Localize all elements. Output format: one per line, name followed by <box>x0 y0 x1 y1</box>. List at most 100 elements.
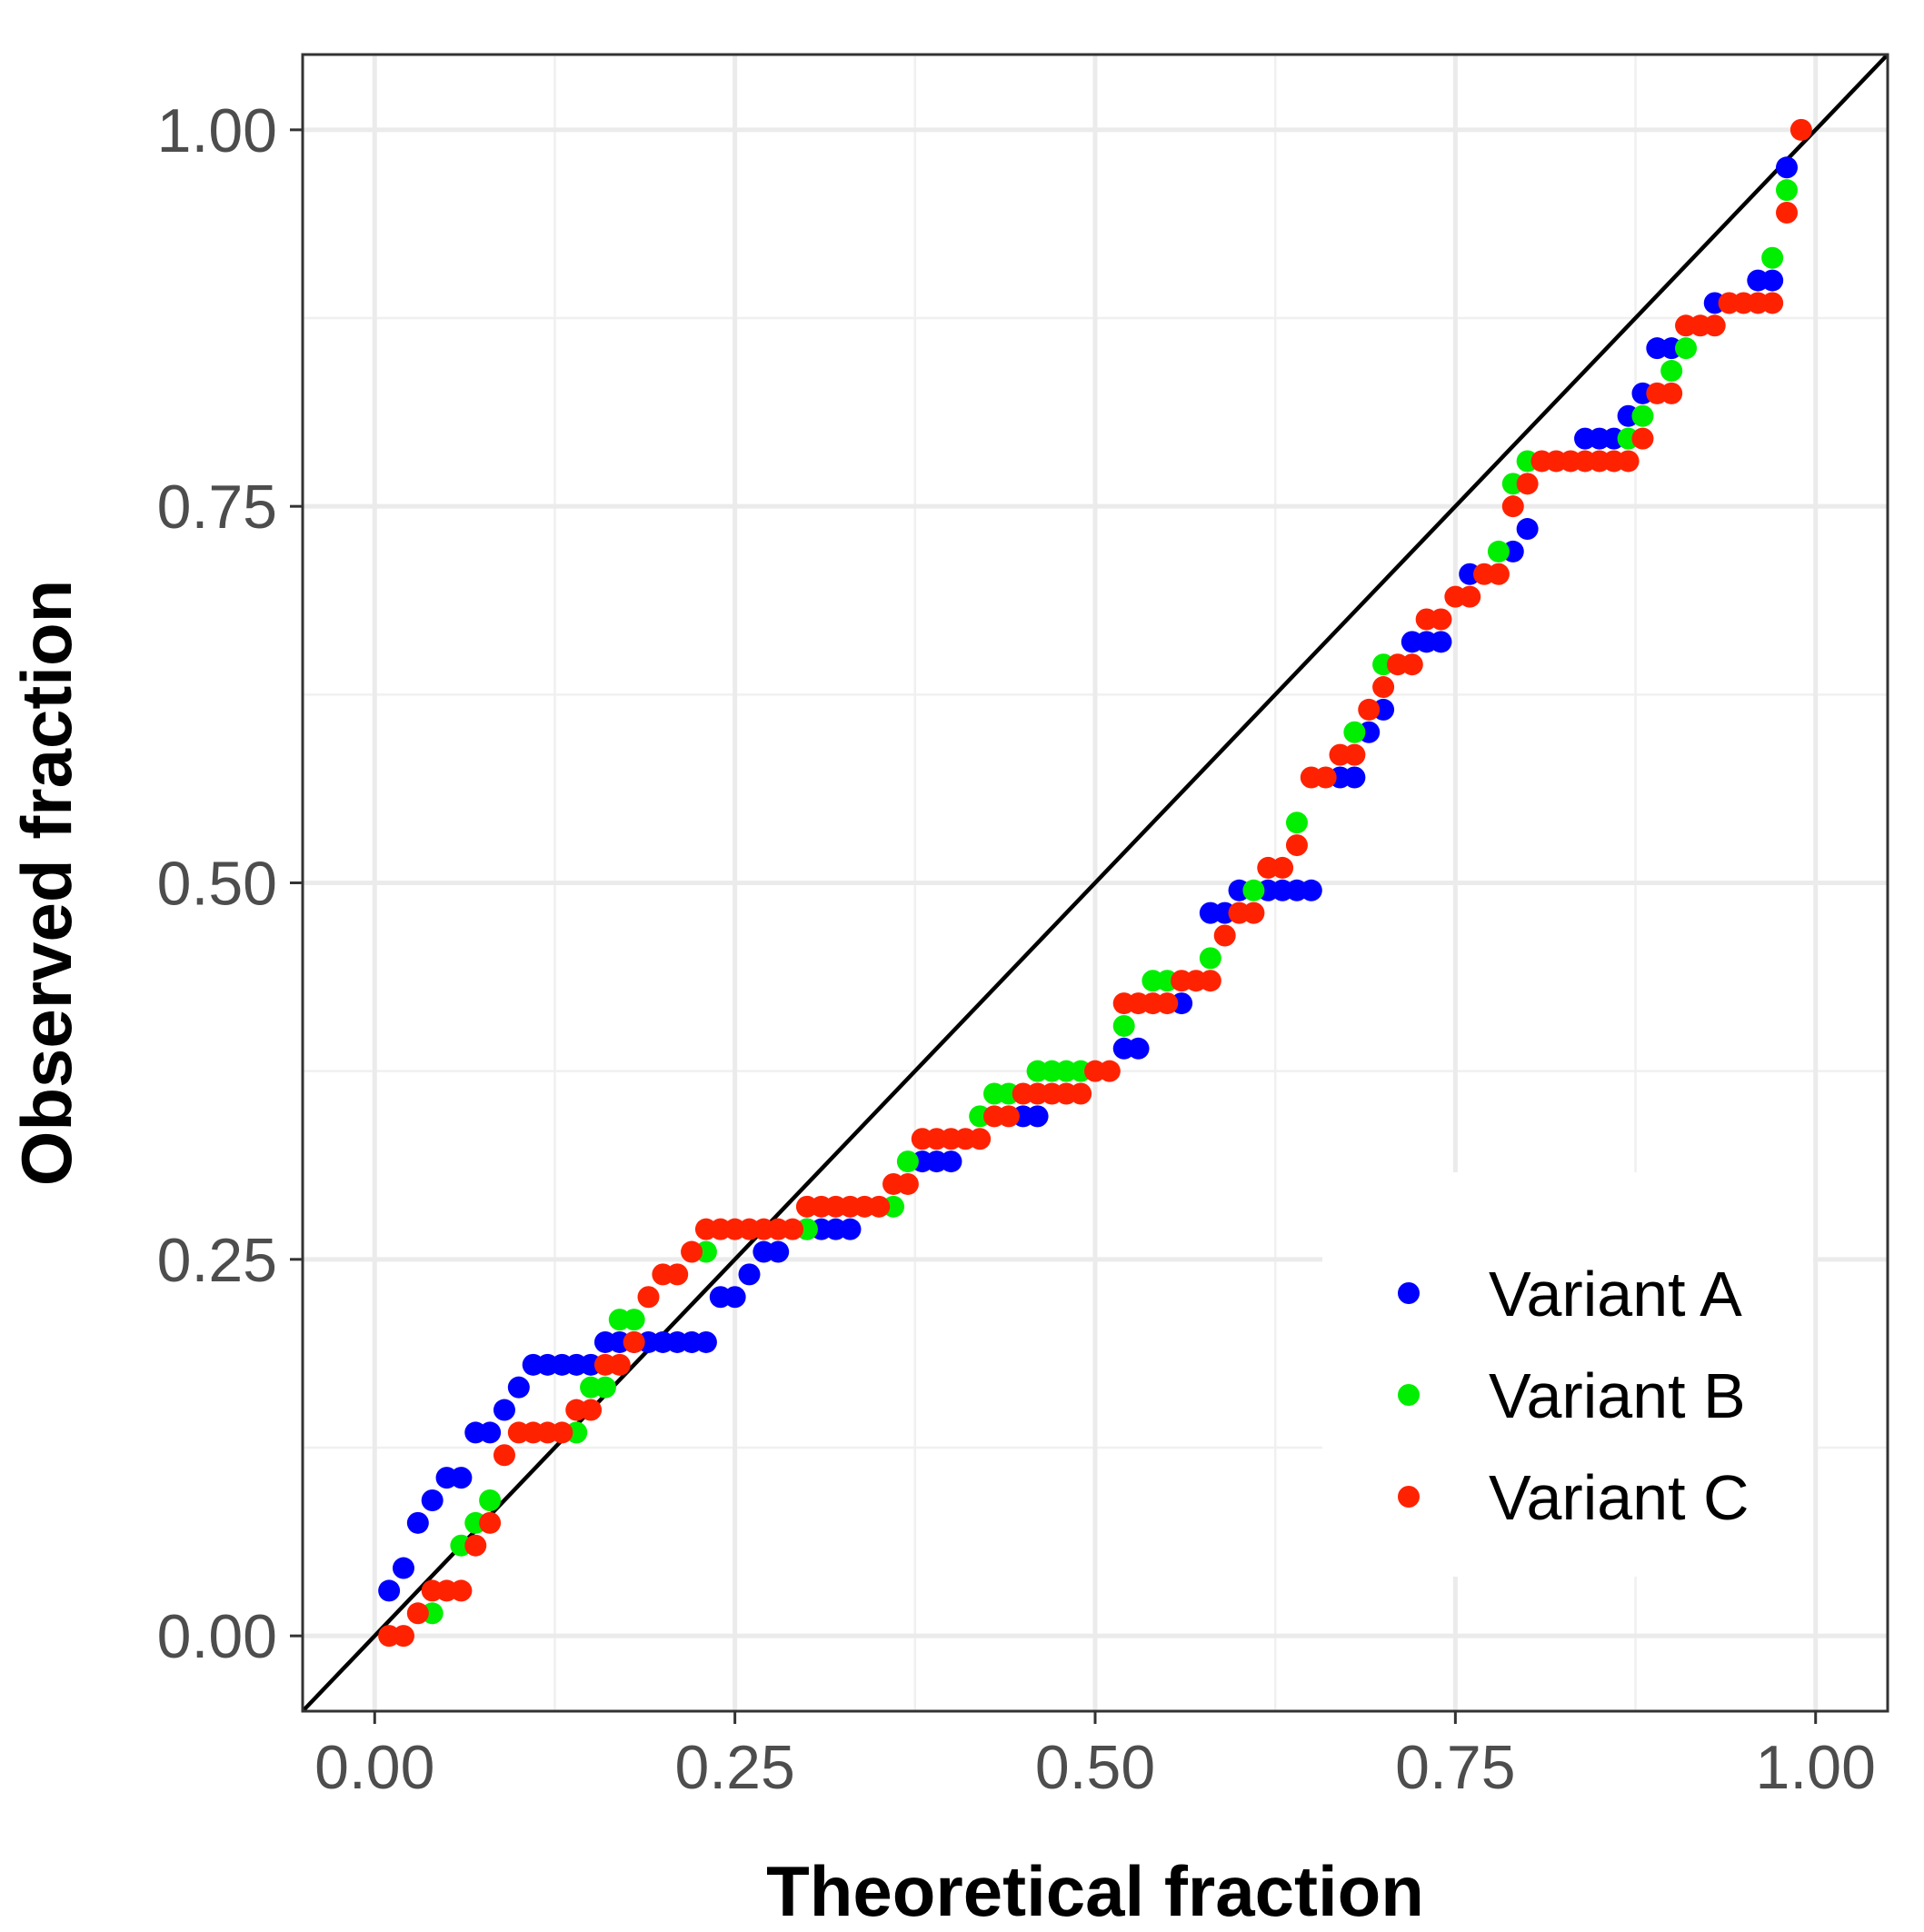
data-point <box>666 1263 689 1286</box>
data-point <box>1242 901 1265 924</box>
data-point <box>1761 292 1784 314</box>
data-point <box>1459 585 1481 608</box>
data-point <box>1675 337 1698 360</box>
data-point <box>940 1150 962 1173</box>
data-point <box>969 1128 992 1150</box>
data-point <box>1430 631 1452 653</box>
data-point <box>493 1444 515 1467</box>
data-point <box>1776 179 1799 202</box>
data-point <box>551 1421 573 1444</box>
data-point <box>623 1309 645 1331</box>
legend-key <box>1398 1282 1420 1304</box>
y-tick-label: 0.00 <box>157 1602 277 1671</box>
data-point <box>406 1602 429 1625</box>
data-point <box>1761 269 1784 292</box>
data-point <box>450 1579 473 1602</box>
data-point <box>694 1330 717 1353</box>
data-point <box>1660 360 1683 383</box>
data-point <box>1372 676 1395 699</box>
data-point <box>1213 924 1236 947</box>
data-point <box>1761 246 1784 269</box>
y-axis-title: Observed fraction <box>6 580 86 1187</box>
data-point <box>1314 766 1337 789</box>
data-point <box>392 1557 414 1579</box>
data-point <box>1430 608 1452 631</box>
x-tick-label: 0.00 <box>314 1733 434 1802</box>
data-point <box>479 1511 502 1534</box>
data-point <box>450 1467 473 1489</box>
data-point <box>896 1150 919 1173</box>
series-variant-c <box>378 118 1812 1648</box>
x-axis-title: Theoretical fraction <box>766 1851 1424 1931</box>
data-point <box>1098 1060 1121 1082</box>
data-point <box>392 1625 414 1648</box>
data-point <box>623 1330 645 1353</box>
legend-background <box>1322 1172 1813 1577</box>
legend: Variant A Variant B Variant C <box>1322 1172 1813 1577</box>
data-point <box>421 1489 444 1511</box>
data-point <box>1199 947 1221 970</box>
data-point <box>464 1534 487 1557</box>
data-point <box>1242 879 1265 901</box>
data-point <box>378 1579 401 1602</box>
y-tick-label: 0.25 <box>157 1226 277 1295</box>
legend-item: Variant A <box>1398 1259 1742 1329</box>
x-tick-label: 0.25 <box>674 1733 794 1802</box>
data-point <box>723 1286 746 1309</box>
data-point <box>1401 653 1423 676</box>
y-tick-label: 0.50 <box>157 850 277 919</box>
legend-label: Variant C <box>1489 1462 1750 1533</box>
data-points <box>378 118 1812 1648</box>
data-point <box>608 1353 631 1376</box>
data-point <box>1516 473 1539 495</box>
x-tick-label: 0.50 <box>1035 1733 1155 1802</box>
data-point <box>1789 118 1812 141</box>
data-point <box>1516 518 1539 541</box>
data-point <box>1358 698 1381 721</box>
data-point <box>1271 856 1294 879</box>
data-point <box>1026 1105 1049 1128</box>
data-point <box>1776 202 1799 224</box>
data-point <box>1631 427 1654 450</box>
legend-item: Variant B <box>1398 1360 1746 1431</box>
x-tick-label: 1.00 <box>1756 1733 1876 1802</box>
x-tick-label: 0.75 <box>1395 1733 1515 1802</box>
legend-item: Variant C <box>1398 1462 1750 1533</box>
data-point <box>1776 156 1799 179</box>
data-point <box>1070 1082 1092 1105</box>
legend-label: Variant B <box>1489 1360 1746 1431</box>
data-point <box>580 1399 603 1421</box>
data-point <box>479 1421 502 1444</box>
axes: 0.00 0.25 0.50 0.75 1.00 0.00 0.25 0.50 0.75 1.00 <box>157 96 1876 1802</box>
data-point <box>1285 834 1308 857</box>
data-point <box>782 1218 804 1240</box>
legend-label: Variant A <box>1489 1259 1742 1329</box>
data-point <box>406 1511 429 1534</box>
data-point <box>1156 992 1179 1015</box>
data-point <box>593 1376 616 1399</box>
data-point <box>479 1489 502 1511</box>
data-point <box>1285 812 1308 834</box>
data-point <box>896 1172 919 1195</box>
data-point <box>1631 404 1654 427</box>
data-point <box>767 1240 790 1263</box>
data-point <box>1501 495 1524 518</box>
data-point <box>839 1218 862 1240</box>
legend-key <box>1398 1486 1420 1508</box>
data-point <box>1487 563 1510 585</box>
legend-key <box>1398 1384 1420 1406</box>
series-variant-a <box>378 156 1799 1602</box>
data-point <box>1703 314 1726 337</box>
data-point <box>493 1399 515 1421</box>
data-point <box>1127 1037 1150 1060</box>
data-point <box>997 1105 1020 1128</box>
data-point <box>681 1240 703 1263</box>
y-tick-label: 0.75 <box>157 473 277 542</box>
data-point <box>1343 743 1366 766</box>
data-point <box>1660 382 1683 404</box>
data-point <box>1199 970 1221 992</box>
data-point <box>1617 450 1640 473</box>
data-point <box>1487 540 1510 563</box>
